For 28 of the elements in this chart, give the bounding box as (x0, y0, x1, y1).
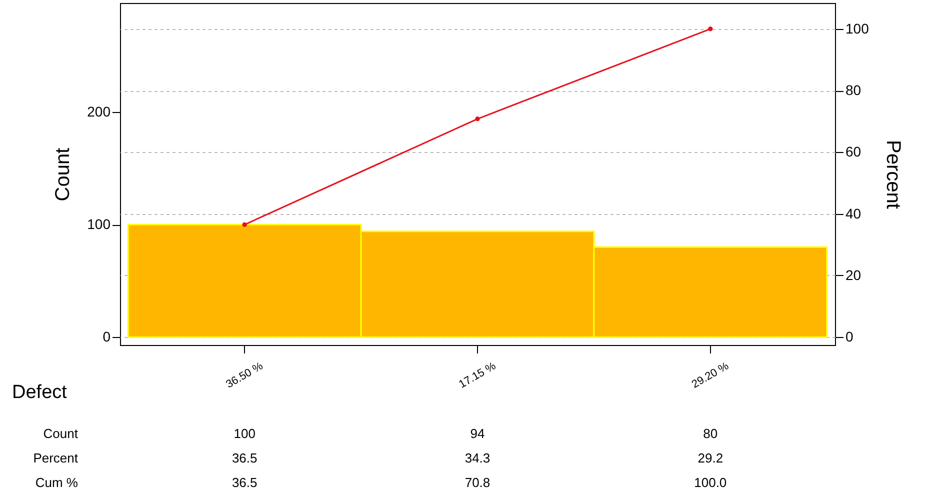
y-tick-label: 200 (87, 104, 111, 120)
text: 36.5 (232, 450, 258, 466)
data-label: 100.0 (694, 475, 727, 490)
y2-tick-label: 40 (846, 205, 862, 222)
data-label: 100 (234, 426, 256, 441)
y2-tick-label: 100 (846, 20, 870, 36)
y2-axis-title: Percent (882, 140, 904, 210)
y2-tick-label: 20 (846, 266, 862, 283)
text: 34.3 (464, 450, 490, 466)
data-label: 80 (703, 426, 718, 441)
text: Cum % (35, 475, 78, 490)
point (475, 116, 480, 122)
data-label: 94 (470, 426, 485, 441)
y-tick-label: 0 (102, 328, 111, 345)
y-tick-label: 100 (87, 216, 111, 232)
point (242, 222, 247, 227)
y2-tick-label: 0 (846, 328, 854, 345)
y2-tick-label: 60 (846, 144, 862, 160)
x-axis-title: Defect (12, 382, 68, 403)
data-label: 36.5 (232, 475, 258, 490)
text: Count (43, 426, 78, 441)
y2-tick-label: 80 (846, 82, 862, 98)
text: Percent (33, 450, 78, 466)
y-axis-title: Count (52, 147, 74, 202)
x-tick-label: 36.50 % (224, 360, 266, 391)
data-label: 70.8 (464, 475, 490, 490)
point (708, 26, 713, 32)
text: 29.2 (698, 450, 724, 466)
